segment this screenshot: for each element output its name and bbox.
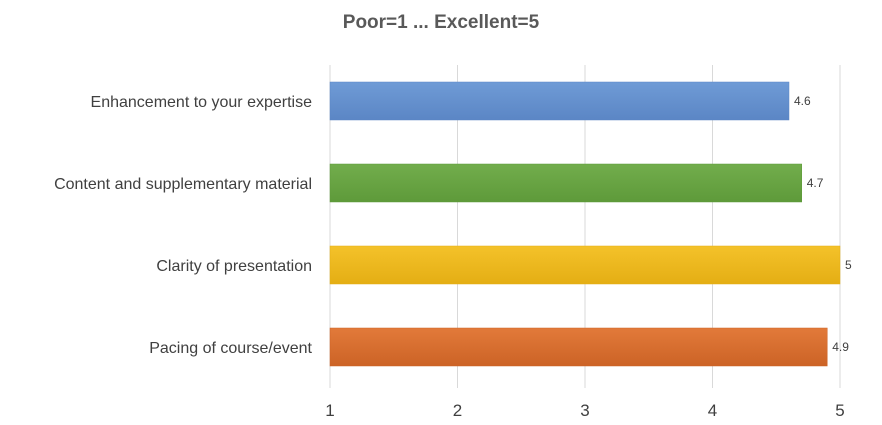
bar-1 [329, 81, 790, 121]
x-tick-label: 2 [453, 401, 462, 420]
category-label: Pacing of course/event [149, 340, 312, 357]
x-tick-label: 4 [708, 401, 717, 420]
data-label: 4.9 [832, 340, 849, 354]
x-axis-ticks: 1 2 3 4 5 [325, 401, 844, 420]
x-tick-label: 5 [835, 401, 844, 420]
x-tick-label: 3 [580, 401, 589, 420]
category-label: Clarity of presentation [156, 258, 312, 275]
bar-3 [329, 245, 841, 285]
bar-2 [329, 163, 802, 203]
data-label: 5 [845, 258, 852, 272]
data-label: 4.6 [794, 94, 811, 108]
x-tick-label: 1 [325, 401, 334, 420]
bars [329, 81, 841, 367]
category-label: Enhancement to your expertise [91, 94, 313, 111]
data-labels: 4.6 4.7 5 4.9 [794, 94, 852, 354]
category-labels: Enhancement to your expertise Content and… [54, 94, 312, 357]
chart-title: Poor=1 ... Excellent=5 [343, 12, 540, 33]
data-label: 4.7 [807, 176, 824, 190]
category-label: Content and supplementary material [54, 176, 312, 193]
bar-4 [329, 327, 828, 367]
